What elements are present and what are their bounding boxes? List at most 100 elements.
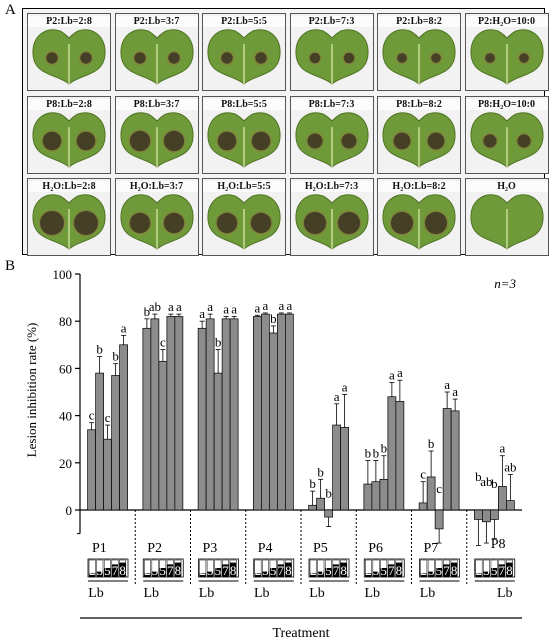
bar [221, 318, 231, 511]
ratio-digit: 2 [255, 563, 262, 578]
ratio-segment [332, 564, 340, 577]
lesion-spot [482, 133, 497, 148]
significance-label: b [270, 311, 277, 326]
leaf-photo: P2:Lb=8:2 [377, 13, 461, 91]
significance-label: b [381, 441, 388, 456]
ratio-digit: 2 [365, 563, 372, 578]
ratio-digit: 8 [506, 563, 513, 578]
significance-label: a [207, 299, 213, 314]
ratio-slot [96, 559, 104, 577]
bar [277, 313, 286, 511]
leaf-photo: P8:H₂O=10:0 [464, 95, 549, 174]
significance-label: ab [480, 474, 492, 489]
leaf-photo-label: P2:Lb=2:8 [28, 16, 110, 27]
bar [490, 509, 499, 520]
ratio-segment [310, 573, 317, 577]
significance-label: b [215, 335, 222, 350]
y-tick-label: 40 [59, 409, 72, 424]
ratio-segment [443, 564, 450, 577]
sample-size-annotation: n=3 [494, 276, 516, 291]
ratio-digit: 8 [119, 563, 126, 578]
ratio-slot [199, 559, 207, 577]
group-label: P5 [313, 541, 328, 556]
ratio-slot [475, 559, 483, 577]
leaf-photo-label: P2:Lb=3:7 [115, 16, 198, 27]
ratio-segment [214, 568, 222, 577]
bar [269, 332, 278, 511]
leaf-photo: P2:H₂O=10:0 [464, 13, 549, 91]
ratio-slot [395, 559, 403, 577]
ratio-digit: 8 [340, 563, 347, 578]
significance-label: a [262, 298, 268, 313]
bar [229, 318, 239, 511]
group-label: P1 [92, 541, 107, 556]
ratio-slot [340, 559, 348, 577]
ratio-digit: 5 [159, 563, 166, 578]
panel-a-label: A [5, 2, 16, 18]
significance-label: c [89, 408, 95, 423]
lb-label: Lb [199, 586, 215, 601]
leaf-photo-label: P8:Lb=2:8 [28, 98, 110, 110]
ratio-digit: 7 [112, 563, 119, 578]
leaf-photo-label: P2:Lb=7:3 [290, 16, 373, 27]
ratio-slot [483, 559, 491, 577]
ratio-slot [505, 559, 513, 577]
ratio-digit: 3 [318, 563, 325, 578]
ratio-segment [435, 568, 443, 577]
group-label: P2 [147, 541, 162, 556]
y-tick-label: 80 [59, 314, 72, 329]
ratio-slot [88, 559, 96, 577]
ratio-slot [309, 559, 317, 577]
lb-label: Lb [309, 586, 325, 601]
lesion-spot [393, 132, 411, 149]
lesion-spot [431, 53, 441, 63]
ratio-slot [365, 559, 372, 577]
significance-label: b [112, 349, 119, 364]
lesion-spot [129, 212, 150, 234]
ratio-segment [144, 573, 151, 577]
ratio-slot [111, 559, 119, 577]
ratio-slot [262, 559, 270, 577]
ratio-slot [222, 559, 229, 577]
significance-label: b [365, 445, 372, 460]
bar [95, 372, 104, 511]
significance-label: b [325, 486, 332, 501]
y-tick-label: 0 [66, 503, 73, 518]
leaf-photo: P2:Lb=5:5 [202, 13, 286, 91]
leaf-image [203, 179, 285, 255]
leaf-photo: P2:Lb=3:7 [114, 13, 199, 91]
bar [426, 476, 436, 511]
group-label: P8 [491, 537, 506, 552]
leaf-photo: H₂O:Lb=2:8 [27, 178, 111, 256]
ratio-slot [206, 559, 214, 577]
bar [87, 429, 96, 511]
ratio-digit: 3 [207, 563, 214, 578]
ratio-digit: 5 [270, 563, 277, 578]
lesion-spot [163, 212, 184, 234]
ratio-digit: 2 [89, 563, 96, 578]
bar [379, 478, 389, 511]
ratio-digit: 3 [97, 563, 104, 578]
ratio-digit: 7 [499, 563, 506, 578]
ratio-digit: 2 [476, 563, 483, 578]
bar [506, 500, 515, 511]
lesion-spot [42, 131, 62, 150]
significance-label: b [144, 304, 151, 319]
significance-label: b [309, 476, 316, 491]
lesion-spot [74, 211, 98, 235]
ratio-slot [450, 559, 458, 577]
x-axis-label: Treatment [272, 626, 329, 641]
ratio-segment [89, 573, 96, 577]
leaf-photo-label: H₂O:Lb=3:7 [115, 181, 198, 192]
ratio-digit: 3 [428, 563, 435, 578]
ratio-slot [166, 559, 174, 577]
ratio-segment [269, 568, 277, 577]
ratio-digit: 8 [396, 563, 403, 578]
ratio-segment [199, 573, 206, 577]
ratio-digit: 2 [420, 563, 427, 578]
ratio-digit: 8 [230, 563, 237, 578]
y-tick-label: 100 [53, 267, 73, 282]
bar [213, 372, 223, 511]
lesion-spot [217, 131, 237, 150]
ratio-slot [420, 559, 428, 577]
